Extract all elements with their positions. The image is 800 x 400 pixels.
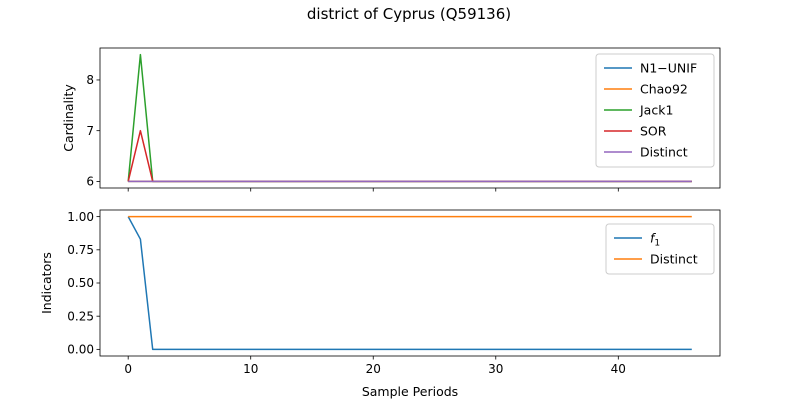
legend-box <box>595 53 715 168</box>
legend-label: N1−UNIF <box>640 61 697 76</box>
legend-box <box>605 223 715 275</box>
legend-label: Distinct <box>640 145 688 160</box>
x-axis-label: Sample Periods <box>362 384 458 399</box>
x-tick-label: 40 <box>611 362 626 376</box>
legend-label-main: f <box>650 231 656 246</box>
legend: N1−UNIF Chao92 Jack1 SOR Distinct <box>595 53 715 168</box>
legend-label: f1 <box>650 231 660 249</box>
cardinality-panel: 6 7 8 Cardinality N1−UNIF Chao92 Jack1 SOR Disti… <box>61 47 721 192</box>
legend-label: SOR <box>640 124 667 139</box>
legend-label-subscript: 1 <box>654 239 660 249</box>
legend-label: Distinct <box>650 252 698 267</box>
x-tick-label: 30 <box>488 362 503 376</box>
plot-frame <box>99 47 721 189</box>
y-axis-label: Indicators <box>39 252 54 314</box>
legend-label: Jack1 <box>639 103 673 118</box>
y-tick-label: 0.25 <box>67 309 94 323</box>
series-line-1-0 <box>127 216 692 351</box>
x-tick-label: 10 <box>243 362 258 376</box>
y-axis-label: Cardinality <box>61 84 76 152</box>
y-tick-label: 7 <box>86 124 94 138</box>
y-tick-label: 0.75 <box>67 243 94 257</box>
y-tick-label: 6 <box>86 175 94 189</box>
y-tick-label: 0.00 <box>67 343 94 357</box>
figure-title: district of Cyprus (Q59136) <box>307 5 511 23</box>
y-tick-label: 8 <box>86 73 94 87</box>
y-tick-label: 1.00 <box>67 210 94 224</box>
indicators-panel: 0 10 20 30 40 0.00 0.25 0.50 0.75 1.00 Indicators S… <box>39 209 721 399</box>
legend: f1 Distinct <box>605 223 715 275</box>
y-tick-label: 0.50 <box>67 276 94 290</box>
x-tick-label: 0 <box>124 362 132 376</box>
x-tick-label: 20 <box>366 362 381 376</box>
legend-label: Chao92 <box>640 82 688 97</box>
